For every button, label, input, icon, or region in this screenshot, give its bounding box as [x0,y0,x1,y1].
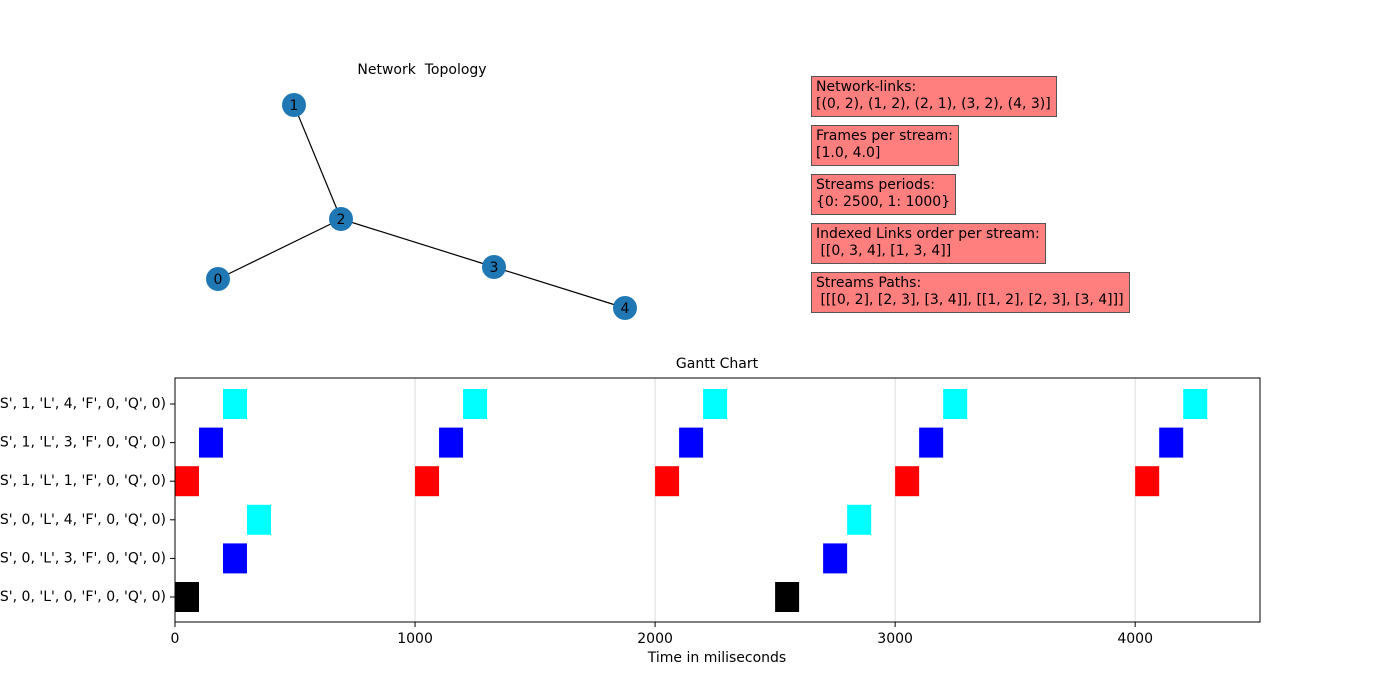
gantt-bar [655,466,680,497]
node [482,255,506,279]
info-box: Streams periods: {0: 2500, 1: 1000} [811,174,957,215]
edge [493,266,626,309]
gantt-bar [223,389,248,419]
node [206,267,230,291]
x-axis-label: Time in miliseconds [647,650,786,666]
node-label: 0 [214,272,223,288]
gantt-bar [679,427,704,458]
gantt-bar [175,466,200,497]
info-text: [(0, 2), (1, 2), (2, 1), (3, 2), (4, 3)] [816,96,1051,112]
gantt-bar [439,427,464,458]
gantt-bar [895,466,920,497]
info-title: Indexed Links order per stream: [816,226,1040,242]
gantt-bar [943,389,968,419]
gantt-bar [1135,466,1160,497]
gantt-bar [823,543,848,574]
gantt-bar [199,427,224,458]
info-title: Streams periods: [816,177,936,193]
y-tick-label: ('S', 0, 'L', 4, 'F', 0, 'Q', 0) [0,512,166,528]
info-text: [[[0, 2], [2, 3], [3, 4]], [[1, 2], [2, … [816,292,1124,308]
info-box: Network-links: [(0, 2), (1, 2), (2, 1), (… [811,76,1057,117]
edge [340,218,495,268]
gantt-bar [175,582,200,612]
node [613,296,637,320]
info-title: Streams Paths: [816,275,922,291]
gantt-bar [247,504,272,535]
info-title: Network-links: [816,79,917,95]
node [329,207,353,231]
y-tick-label: ('S', 0, 'L', 3, 'F', 0, 'Q', 0) [0,550,166,566]
info-box: Streams Paths: [[[0, 2], [2, 3], [3, 4]]… [811,272,1130,313]
info-text: {0: 2500, 1: 1000} [816,194,951,210]
edge [217,218,342,280]
y-tick-label: ('S', 0, 'L', 0, 'F', 0, 'Q', 0) [0,589,166,605]
x-tick-label: 1000 [397,631,433,647]
gantt-bar [1159,427,1184,458]
x-tick-label: 3000 [877,631,913,647]
gantt-bar [919,427,944,458]
gantt-bar [223,543,248,574]
y-tick-label: ('S', 1, 'L', 4, 'F', 0, 'Q', 0) [0,396,166,412]
x-tick-label: 4000 [1117,631,1153,647]
x-tick-label: 0 [171,631,180,647]
info-box: Indexed Links order per stream: [[0, 3, … [811,223,1046,264]
edge [293,104,342,220]
x-tick-label: 2000 [637,631,673,647]
info-box: Frames per stream: [1.0, 4.0] [811,125,959,166]
plot-frame [174,377,1261,623]
node [282,93,306,117]
info-title: Frames per stream: [816,128,953,144]
gantt-bar [1183,389,1208,419]
gantt-bar [775,582,800,612]
gantt-bar [463,389,488,419]
network-title: Network Topology [357,62,486,78]
info-text: [[0, 3, 4], [1, 3, 4]] [816,243,952,259]
gantt-bar [703,389,728,419]
info-text: [1.0, 4.0] [816,145,881,161]
y-tick-label: ('S', 1, 'L', 1, 'F', 0, 'Q', 0) [0,473,166,489]
node-label: 1 [290,98,299,114]
gantt-bar [847,504,872,535]
y-tick-label: ('S', 1, 'L', 3, 'F', 0, 'Q', 0) [0,435,166,451]
gantt-bar [415,466,440,497]
node-label: 3 [490,260,499,276]
gantt-title: Gantt Chart [676,356,759,372]
node-label: 4 [621,301,630,317]
node-label: 2 [337,212,346,228]
